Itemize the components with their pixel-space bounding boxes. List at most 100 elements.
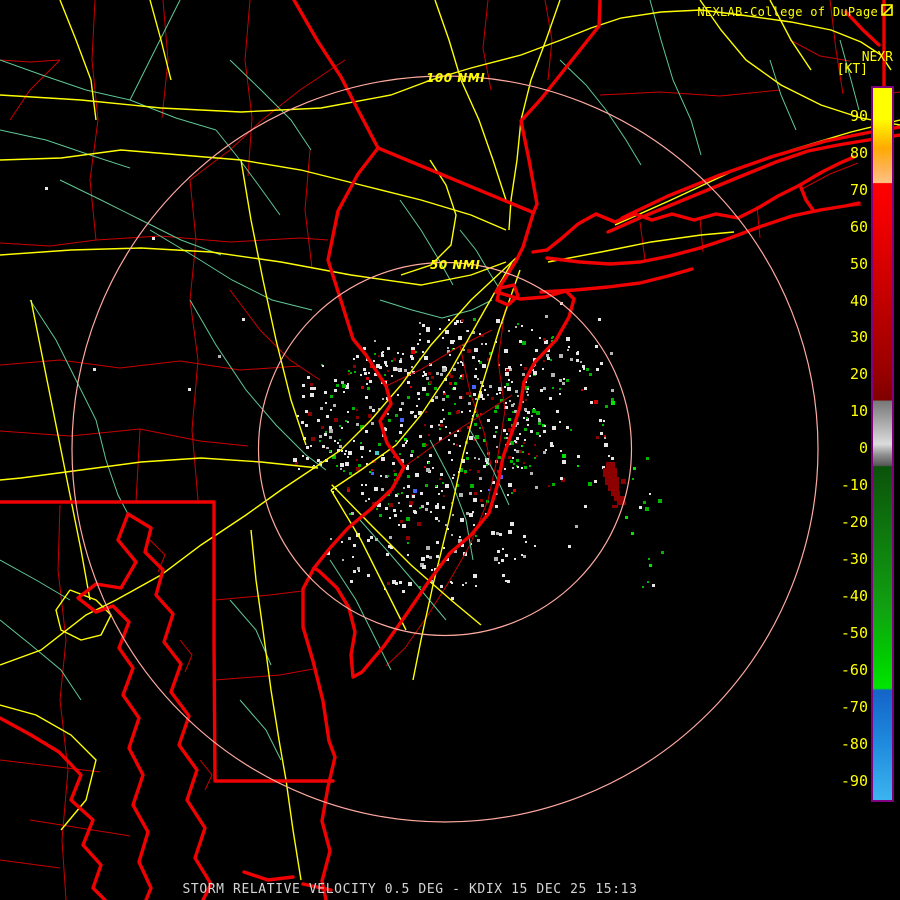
echo-pixel-green — [345, 420, 347, 422]
echo-pixel-green — [399, 453, 401, 455]
echo-pixel-white — [469, 410, 471, 412]
echo-pixel-dark-red — [481, 334, 484, 337]
echo-pixel-dark-red — [295, 462, 298, 465]
echo-pixel-white — [461, 411, 463, 413]
echo-pixel-white — [535, 349, 538, 352]
echo-pixel-white — [302, 455, 304, 457]
echo-pixel-white — [530, 430, 533, 433]
echo-pixel-gray — [496, 446, 498, 448]
echo-pixel-gray — [400, 358, 402, 360]
echo-pixel-green — [500, 399, 503, 402]
echo-pixel-white — [474, 348, 478, 352]
echo-pixel-white — [386, 553, 389, 556]
storm-blob-pixel — [606, 462, 615, 468]
echo-pixel-white — [639, 506, 642, 509]
storm-blob-pixel — [605, 477, 619, 485]
echo-pixel-green — [354, 371, 356, 373]
echo-pixel-green — [391, 360, 393, 362]
echo-pixel-dark-red — [417, 522, 421, 526]
echo-pixel-green — [374, 353, 376, 355]
echo-pixel-green — [476, 414, 479, 417]
colorbar-tick: 70 — [849, 180, 868, 199]
echo-pixel-dark-red — [389, 503, 393, 507]
echo-pixel-green — [517, 323, 519, 325]
echo-pixel-white — [430, 425, 433, 428]
echo-pixel-white — [479, 394, 483, 398]
echo-pixel-white — [429, 454, 432, 457]
echo-pixel-gray — [371, 422, 374, 425]
echo-pixel-white — [293, 458, 297, 462]
colorbar-tick: -40 — [840, 587, 868, 606]
echo-pixel-white — [602, 466, 605, 469]
echo-pixel-gray — [438, 520, 440, 522]
echo-pixel-white — [483, 465, 486, 468]
echo-pixel-white — [506, 433, 508, 435]
storm-blob-pixel — [617, 501, 626, 505]
echo-pixel-white — [562, 460, 566, 464]
echo-pixel-white — [590, 401, 593, 404]
echo-pixel-white — [470, 543, 472, 545]
echo-pixel-white — [420, 492, 423, 495]
echo-pixel-white — [519, 433, 521, 435]
echo-pixel-white — [298, 468, 300, 470]
echo-pixel-gray — [419, 322, 421, 324]
echo-pixel-gray — [551, 373, 555, 377]
echo-pixel-white — [422, 351, 424, 353]
echo-pixel-gray — [512, 467, 514, 469]
echo-pixel-gray — [401, 402, 404, 405]
echo-pixel-green — [358, 464, 361, 467]
echo-pixel-green — [550, 359, 552, 361]
echo-pixel-dark-red — [543, 338, 546, 341]
echo-pixel-green — [498, 456, 501, 459]
echo-pixel-white — [341, 541, 343, 543]
echo-pixel-green — [486, 464, 488, 466]
echo-pixel-white — [443, 391, 445, 393]
colorbar-tick: -30 — [840, 550, 868, 569]
echo-pixel-dark-red — [491, 397, 494, 400]
echo-pixel-white — [407, 465, 409, 467]
echo-pixel-white — [361, 456, 363, 458]
echo-pixel-green — [336, 465, 338, 467]
echo-pixel-dark-red — [523, 442, 525, 444]
echo-pixel-white — [502, 574, 505, 577]
echo-pixel-white — [583, 368, 585, 370]
echo-pixel-white — [93, 368, 96, 371]
echo-pixel-green — [570, 429, 572, 431]
echo-pixel-gray — [516, 422, 519, 425]
echo-pixel-white — [430, 511, 432, 513]
echo-pixel-green — [336, 384, 339, 387]
colorbar-tick: 60 — [849, 217, 868, 236]
echo-pixel-white — [347, 411, 349, 413]
echo-pixel-green — [469, 395, 471, 397]
echo-pixel-white — [390, 546, 393, 549]
echo-pixel-white — [380, 475, 382, 477]
echo-pixel-gray — [339, 445, 342, 448]
echo-pixel-white — [462, 584, 464, 586]
echo-pixel-white — [365, 396, 368, 399]
echo-pixel-white — [395, 494, 398, 497]
colorbar-tick: 30 — [849, 328, 868, 347]
echo-pixel-white — [540, 389, 543, 392]
echo-pixel-red — [480, 413, 482, 415]
echo-pixel-gray — [329, 429, 333, 433]
echo-pixel-white — [492, 481, 495, 484]
echo-pixel-white — [505, 554, 508, 557]
echo-pixel-white — [410, 454, 413, 457]
echo-pixel-dark-red — [356, 459, 358, 461]
echo-pixel-white — [516, 437, 519, 440]
echo-pixel-white — [448, 451, 451, 454]
echo-pixel-gray — [489, 385, 492, 388]
echo-pixel-white — [347, 456, 349, 458]
echo-pixel-white — [435, 517, 438, 520]
echo-pixel-white — [484, 389, 486, 391]
echo-pixel-white — [460, 518, 464, 522]
echo-pixel-green — [434, 387, 437, 390]
echo-pixel-green — [646, 457, 649, 460]
echo-pixel-red — [410, 386, 412, 388]
echo-pixel-gray — [515, 411, 517, 413]
echo-pixel-gray — [531, 415, 533, 417]
echo-pixel-dark-red — [310, 383, 313, 386]
echo-pixel-white — [576, 352, 579, 355]
